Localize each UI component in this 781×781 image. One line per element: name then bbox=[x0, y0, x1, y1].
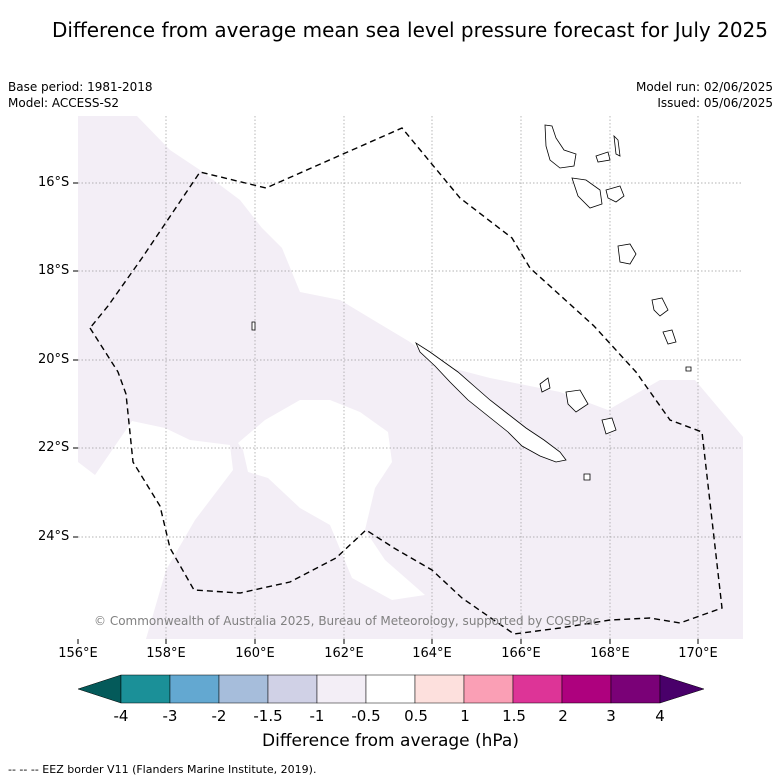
colorbar-label: -4 bbox=[113, 707, 129, 725]
colorbar bbox=[77, 674, 705, 704]
colorbar-label: 1 bbox=[460, 707, 470, 725]
eez-border bbox=[89, 127, 723, 635]
colorbar-label: -1 bbox=[309, 707, 325, 725]
colorbar-extend-low bbox=[77, 674, 122, 704]
colorbar-label: 2 bbox=[558, 707, 568, 725]
map-title: Difference from average mean sea level p… bbox=[52, 18, 768, 42]
lon-tick: 166°E bbox=[501, 646, 541, 661]
colorbar-cell bbox=[561, 674, 612, 704]
lon-tick: 158°E bbox=[146, 646, 186, 661]
lon-tick: 160°E bbox=[235, 646, 275, 661]
lon-tick: 162°E bbox=[324, 646, 364, 661]
lon-tick: 164°E bbox=[412, 646, 452, 661]
colorbar-cell bbox=[267, 674, 318, 704]
colorbar-cell bbox=[169, 674, 220, 704]
meta-left: Base period: 1981-2018 Model: ACCESS-S2 bbox=[8, 79, 153, 111]
colorbar-label: 1.5 bbox=[502, 707, 526, 725]
issued-label: Issued: 05/06/2025 bbox=[657, 96, 773, 110]
lat-tick: 20°S bbox=[38, 352, 70, 367]
colorbar-label: 0.5 bbox=[404, 707, 428, 725]
colorbar-extend-high bbox=[659, 674, 705, 704]
anomaly-shading bbox=[78, 116, 743, 639]
copyright-notice: © Commonwealth of Australia 2025, Bureau… bbox=[94, 614, 600, 628]
colorbar-label: 3 bbox=[606, 707, 616, 725]
anomaly-gaps bbox=[238, 400, 425, 600]
colorbar-cell bbox=[414, 674, 465, 704]
colorbar-label: 4 bbox=[655, 707, 665, 725]
lat-tick: 22°S bbox=[38, 440, 70, 455]
colorbar-cell bbox=[463, 674, 514, 704]
colorbar-label: -2 bbox=[211, 707, 227, 725]
colorbar-cell bbox=[316, 674, 367, 704]
colorbar-label: -0.5 bbox=[351, 707, 381, 725]
colorbar-label: -3 bbox=[162, 707, 178, 725]
colorbar-title: Difference from average (hPa) bbox=[262, 731, 519, 751]
colorbar-cell bbox=[512, 674, 563, 704]
colorbar-cell bbox=[218, 674, 269, 704]
base-period-label: Base period: 1981-2018 bbox=[8, 80, 153, 94]
model-run-label: Model run: 02/06/2025 bbox=[635, 80, 773, 94]
axis-ticks bbox=[73, 182, 699, 644]
lat-tick: 16°S bbox=[38, 175, 70, 190]
lat-tick: 18°S bbox=[38, 263, 70, 278]
eez-footnote: -- -- -- EEZ border V11 (Flanders Marine… bbox=[8, 763, 317, 776]
lat-tick: 24°S bbox=[38, 529, 70, 544]
lon-tick: 156°E bbox=[58, 646, 98, 661]
colorbar-cell bbox=[365, 674, 416, 704]
lon-tick: 170°E bbox=[678, 646, 718, 661]
model-label: Model: ACCESS-S2 bbox=[8, 96, 120, 110]
graticule bbox=[78, 116, 743, 639]
meta-right: Model run: 02/06/2025 Issued: 05/06/2025 bbox=[636, 79, 773, 111]
coastlines bbox=[251, 124, 692, 481]
colorbar-cell bbox=[120, 674, 171, 704]
lon-tick: 168°E bbox=[590, 646, 630, 661]
colorbar-label: -1.5 bbox=[253, 707, 283, 725]
colorbar-cell bbox=[610, 674, 661, 704]
